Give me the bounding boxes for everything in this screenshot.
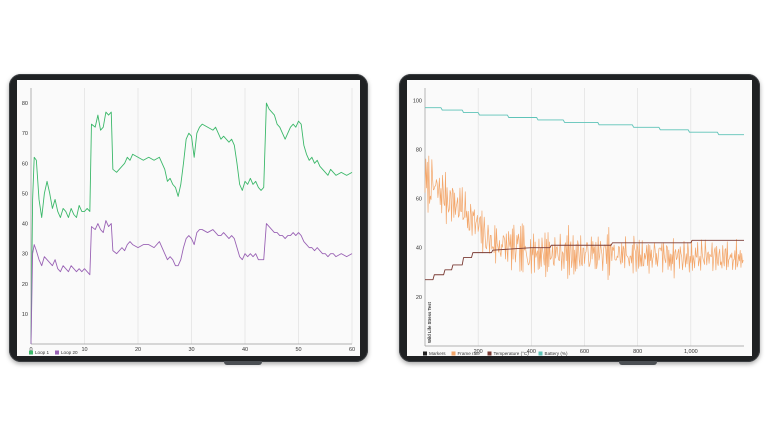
y-tick-label: 40 (416, 246, 422, 252)
x-tick-label: 10 (81, 347, 87, 353)
series-line-2 (425, 239, 744, 281)
legend-swatch (423, 351, 427, 356)
y-tick-label: 20 (416, 295, 422, 301)
series-line-2 (30, 220, 353, 345)
x-tick-label: 400 (527, 349, 536, 355)
y-tick-label: 50 (22, 191, 28, 197)
legend-label: Loop 1 (35, 350, 49, 355)
y-tick-label: 30 (22, 252, 28, 258)
legend-swatch (538, 351, 543, 356)
x-tick-label: 30 (188, 347, 194, 353)
y-tick-label: 80 (22, 101, 28, 107)
legend-label: Battery (%) (545, 351, 568, 356)
x-tick-label: 200 (474, 349, 483, 355)
x-tick-label: 600 (580, 349, 589, 355)
legend-label: Frame rate (458, 351, 481, 356)
x-tick-label: 60 (349, 347, 355, 353)
x-tick-label: 20 (135, 347, 141, 353)
x-tick-label: 50 (295, 347, 301, 353)
right-line-chart: 200 400 600 800 1,000 20 40 60 80 100 Markers Frame… (413, 88, 744, 356)
right-tablet-frame: 200 400 600 800 1,000 20 40 60 80 100 Markers Frame… (399, 74, 760, 365)
x-tick-label: 40 (242, 347, 248, 353)
y-tick-label: 60 (416, 197, 422, 203)
legend-swatch (451, 351, 456, 356)
y-tick-label: 40 (22, 222, 28, 228)
series-line-1 (30, 102, 353, 345)
legend-swatch (55, 350, 59, 355)
legend-swatch (487, 351, 492, 356)
legend-label: Markers (429, 351, 446, 356)
y-tick-label: 10 (22, 312, 28, 318)
y-tick-label: 80 (416, 147, 422, 153)
legend-label: Loop 20 (61, 350, 78, 355)
left-tablet-frame: 0 10 20 30 40 50 60 10 20 30 40 50 60 70 80 Loop 1 Loop … (9, 74, 368, 365)
y-tick-label: 100 (413, 98, 422, 104)
x-tick-label: 1,000 (684, 349, 698, 355)
y-tick-label: 20 (22, 282, 28, 288)
y-tick-label: 60 (22, 161, 28, 167)
x-tick-label: 800 (633, 349, 642, 355)
series-line-1 (424, 155, 744, 281)
legend-swatch (29, 350, 33, 355)
legend-label: Temperature (°C) (494, 351, 530, 356)
y-tick-label: 70 (22, 131, 28, 137)
left-chart-screen: 0 10 20 30 40 50 60 10 20 30 40 50 60 70 80 Loop 1 Loop … (17, 80, 360, 356)
right-chart-screen: 200 400 600 800 1,000 20 40 60 80 100 Markers Frame… (407, 80, 752, 356)
left-line-chart: 0 10 20 30 40 50 60 10 20 30 40 50 60 70 80 Loop 1 Loop … (22, 88, 355, 355)
series-line-3 (425, 107, 744, 136)
rotated-chart-label: Wild Life Stress Test (427, 302, 432, 343)
x-tick-label: 0 (29, 347, 32, 353)
